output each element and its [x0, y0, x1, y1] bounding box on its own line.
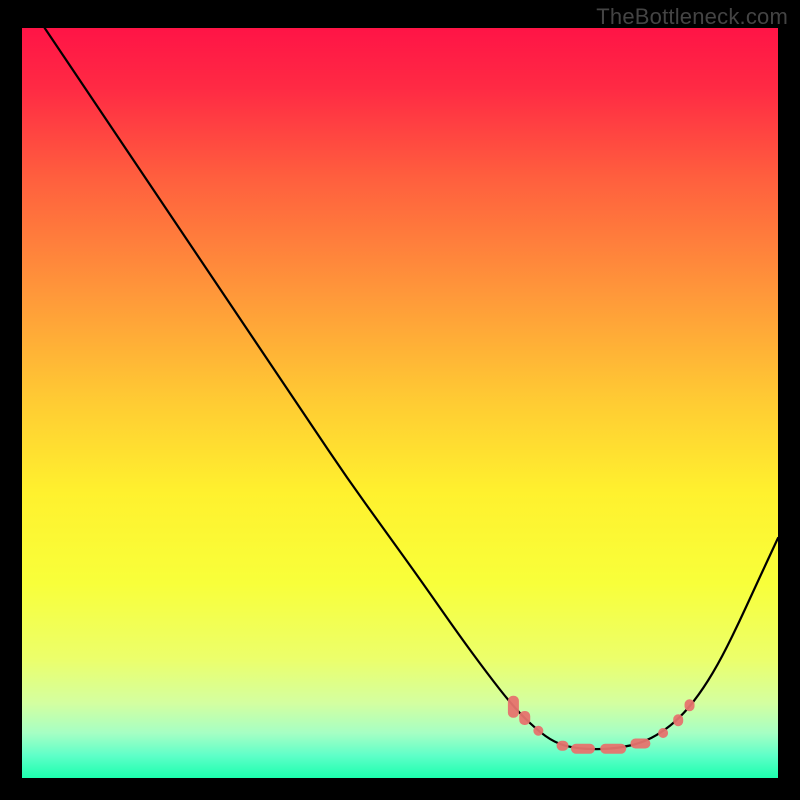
watermark-text: TheBottleneck.com — [596, 4, 788, 30]
optimum-marker — [600, 744, 626, 754]
optimum-marker — [673, 714, 683, 726]
optimum-marker — [571, 744, 595, 754]
optimum-marker — [557, 741, 569, 751]
optimum-marker — [519, 711, 530, 725]
optimum-markers — [508, 696, 695, 754]
optimum-marker — [508, 696, 519, 718]
curve-layer — [22, 28, 778, 778]
plot-area — [22, 28, 778, 778]
optimum-marker — [658, 728, 668, 738]
optimum-marker — [630, 739, 650, 749]
figure-root: TheBottleneck.com — [0, 0, 800, 800]
optimum-marker — [685, 699, 695, 711]
bottleneck-curve — [45, 28, 778, 749]
optimum-marker — [533, 726, 543, 736]
